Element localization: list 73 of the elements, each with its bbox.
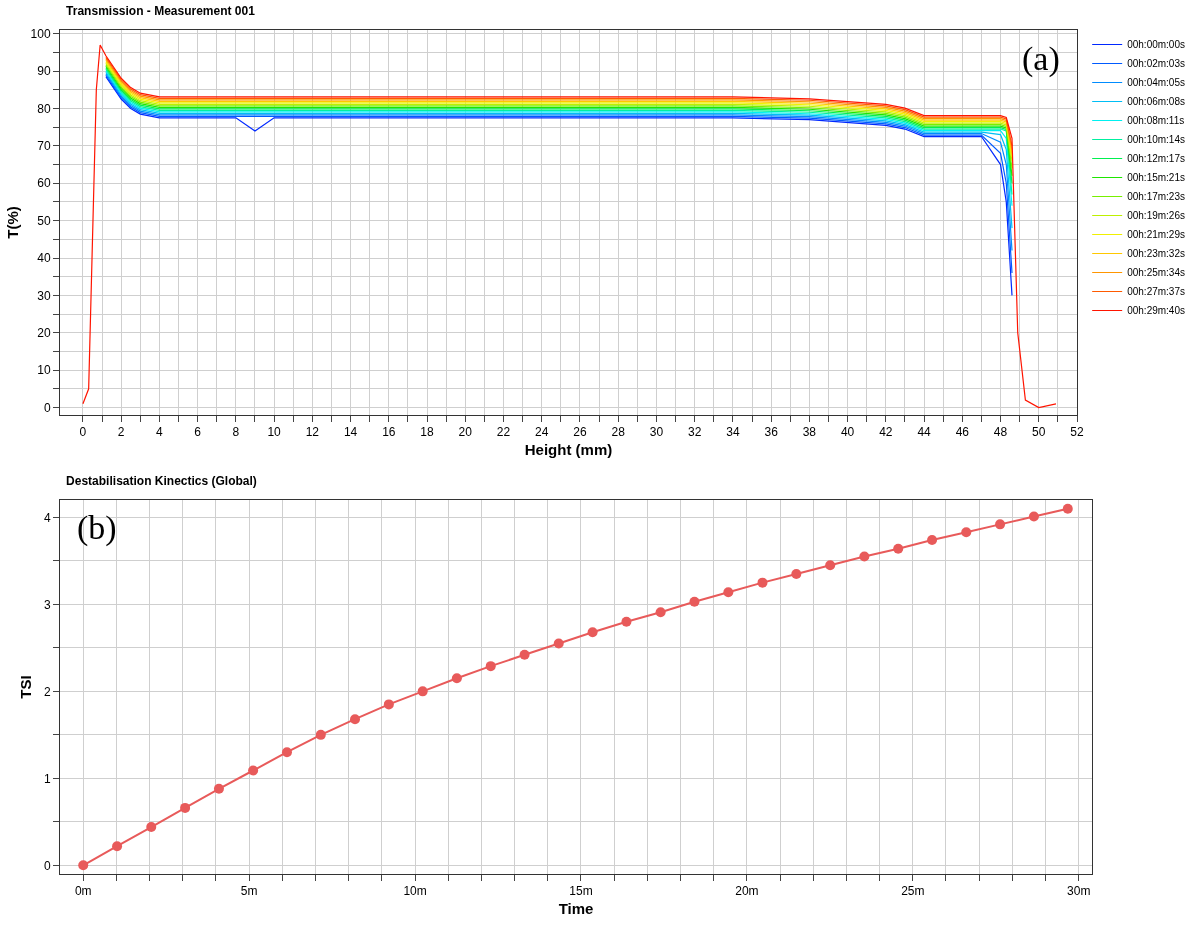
annotation: (a) [1022, 40, 1060, 78]
legend-label: 00h:08m:11s [1127, 115, 1185, 127]
y-tick-label: 10 [37, 363, 51, 378]
x-tick-label: 42 [879, 425, 893, 440]
legend-label: 00h:27m:37s [1127, 286, 1185, 298]
y-tick-label: 2 [43, 684, 51, 699]
y-tick-label: 100 [30, 26, 51, 41]
legend-label: 00h:15m:21s [1127, 172, 1185, 184]
legend-label: 00h:02m:03s [1127, 58, 1185, 70]
y-tick-label: 3 [43, 597, 51, 612]
x-tick-label: 20 [458, 425, 473, 440]
y-tick-label: 80 [37, 101, 51, 116]
legend-label: 00h:29m:40s [1127, 305, 1185, 317]
y-tick-label: 20 [37, 325, 51, 340]
x-tick-label: 0 [79, 425, 87, 440]
y-tick-label: 0 [43, 400, 51, 415]
x-tick-label: 20m [735, 884, 759, 899]
legend-label: 00h:23m:32s [1127, 248, 1185, 260]
legend-label: 00h:10m:14s [1127, 134, 1185, 146]
y-tick-label: 50 [37, 213, 51, 228]
x-tick-label: 5m [240, 884, 258, 899]
x-tick-label: 14 [343, 425, 358, 440]
legend-label: 00h:12m:17s [1127, 153, 1185, 165]
y-tick-label: 40 [37, 251, 51, 266]
x-axis-title: Height (mm) [524, 441, 613, 459]
y-tick-label: 1 [43, 771, 51, 786]
x-axis-title: Time [558, 900, 594, 918]
x-tick-label: 24 [535, 425, 549, 440]
x-tick-label: 32 [687, 425, 702, 440]
x-tick-label: 48 [993, 425, 1008, 440]
x-tick-label: 4 [156, 425, 164, 440]
x-tick-label: 22 [496, 425, 511, 440]
x-tick-label: 18 [420, 425, 435, 440]
annotation: (b) [77, 509, 117, 547]
x-tick-label: 2 [117, 425, 125, 440]
x-tick-label: 0m [74, 884, 92, 899]
x-tick-label: 28 [611, 425, 626, 440]
x-tick-label: 36 [764, 425, 779, 440]
x-tick-label: 30m [1067, 884, 1091, 899]
legend-label: 00h:19m:26s [1127, 210, 1185, 222]
legend-label: 00h:00m:00s [1127, 39, 1185, 51]
x-tick-label: 30 [649, 425, 664, 440]
chart-title: Destabilisation Kinectics (Global) [66, 474, 257, 489]
x-tick-label: 10 [267, 425, 282, 440]
x-tick-label: 6 [194, 425, 202, 440]
x-tick-label: 34 [726, 425, 740, 440]
x-tick-label: 15m [569, 884, 593, 899]
legend-label: 00h:17m:23s [1127, 191, 1185, 203]
y-tick-label: 60 [37, 176, 51, 191]
y-tick-label: 0 [43, 858, 51, 873]
x-tick-label: 16 [382, 425, 396, 440]
y-axis-title: T(%) [3, 206, 21, 239]
x-tick-label: 10m [403, 884, 427, 899]
y-tick-label: 30 [37, 288, 51, 303]
x-tick-label: 38 [802, 425, 817, 440]
y-tick-label: 4 [43, 510, 51, 525]
x-tick-label: 46 [955, 425, 970, 440]
x-tick-label: 40 [840, 425, 855, 440]
x-tick-label: 50 [1032, 425, 1046, 440]
x-tick-label: 8 [232, 425, 240, 440]
x-tick-label: 12 [305, 425, 320, 440]
x-tick-label: 25m [901, 884, 925, 899]
legend-label: 00h:06m:08s [1127, 96, 1185, 108]
legend-label: 00h:04m:05s [1127, 77, 1185, 89]
y-axis-title: TSI [17, 675, 35, 699]
y-tick-label: 70 [37, 139, 51, 154]
chart-title: Transmission - Measurement 001 [66, 4, 256, 19]
y-tick-label: 90 [37, 64, 51, 79]
x-tick-label: 44 [917, 425, 932, 440]
x-tick-label: 52 [1070, 425, 1084, 440]
legend-label: 00h:25m:34s [1127, 267, 1185, 279]
x-tick-label: 26 [573, 425, 587, 440]
legend-label: 00h:21m:29s [1127, 229, 1185, 241]
